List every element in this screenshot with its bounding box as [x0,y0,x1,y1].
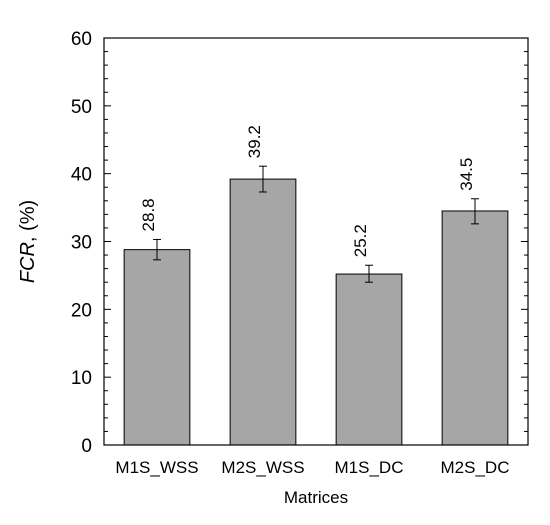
x-tick-label: M2S_DC [441,458,510,477]
bar-value-label: 34.5 [457,158,476,191]
x-tick-label: M2S_WSS [221,458,304,477]
y-tick-label: 40 [71,165,92,186]
y-axis-title-unit: , (%) [17,200,39,242]
y-ticks-layer: 0 10 20 30 40 50 60 [71,29,528,457]
y-tick-label: 50 [71,97,92,118]
bar-m1s-dc [335,273,403,446]
value-labels-layer: 28.8 39.2 25.2 34.5 [139,125,476,257]
x-tick-labels-layer: M1S_WSS M2S_WSS M1S_DC M2S_DC [115,458,509,477]
x-tick-label: M1S_DC [335,458,404,477]
y-tick-label: 10 [71,368,92,389]
x-axis-title: Matrices [284,488,348,507]
y-tick-label: 60 [71,29,92,50]
bar-m2s-dc [441,210,509,446]
y-axis-title: FCR, (%) [17,200,39,283]
bar-m2s-wss [229,178,297,446]
y-tick-label: 30 [71,233,92,254]
bar-value-label: 25.2 [351,224,370,257]
bar-value-label: 28.8 [139,198,158,231]
bars-layer [123,178,509,446]
bar-m1s-wss [123,249,191,446]
y-tick-label: 20 [71,300,92,321]
y-tick-label: 0 [81,436,92,457]
bar-value-label: 39.2 [245,125,264,158]
error-bars-layer [153,165,479,283]
y-axis-title-variable: FCR [17,242,39,283]
x-tick-label: M1S_WSS [115,458,198,477]
